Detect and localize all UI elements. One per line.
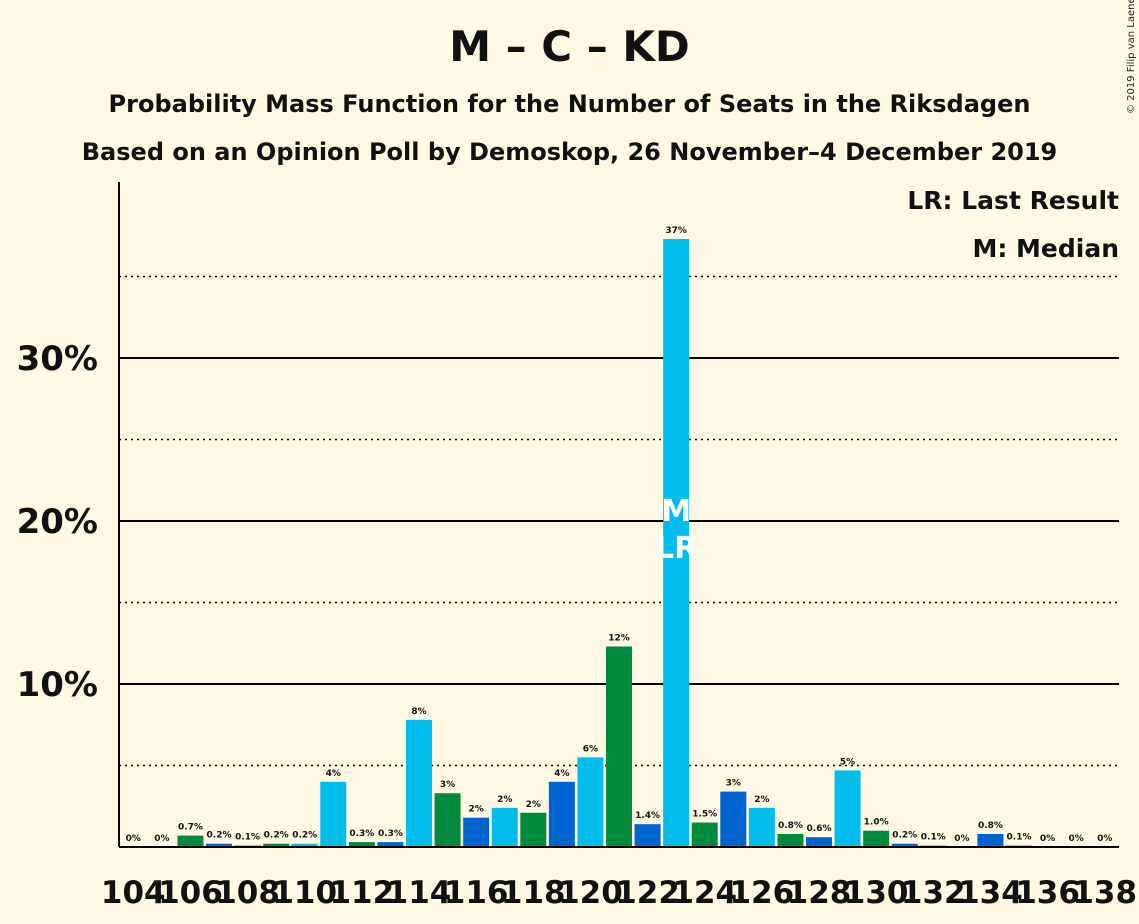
legend-last-result: LR: Last Result: [907, 186, 1119, 215]
bar-seat-112: [348, 842, 375, 847]
bar-value-label: 0.2%: [264, 831, 289, 841]
bar-seat-107: [206, 843, 232, 847]
bar-seat-124: [691, 822, 718, 847]
bar-value-label: 4%: [554, 769, 569, 779]
bar-seat-110: [291, 843, 318, 847]
x-tick-label: 134: [958, 875, 1023, 911]
bar-value-label: 0.1%: [1007, 832, 1032, 842]
x-tick-label: 130: [844, 875, 909, 911]
bar-seat-113: [377, 842, 404, 847]
bar-seat-106: [177, 835, 204, 847]
bar-seat-114: [406, 719, 432, 847]
chart-source-note: Based on an Opinion Poll by Demoskop, 26…: [81, 138, 1058, 166]
bar-seat-118: [520, 812, 547, 847]
bar-value-label: 0.8%: [778, 821, 803, 831]
bar-value-label: 2%: [497, 795, 512, 805]
bar-value-label: 0.2%: [892, 831, 917, 841]
x-tick-label: 106: [158, 875, 223, 911]
bar-value-label: 5%: [840, 757, 855, 767]
bar-value-label: 0.2%: [207, 831, 232, 841]
x-tick-label: 126: [729, 875, 794, 911]
bar-seat-121: [606, 646, 632, 847]
bar-value-label: 0%: [1097, 834, 1112, 844]
y-tick-label: 20%: [17, 502, 98, 542]
bar-value-label: 0.3%: [349, 829, 374, 839]
x-tick-label: 114: [387, 875, 452, 911]
y-tick-label: 30%: [17, 339, 98, 379]
bar-value-label: 3%: [440, 780, 455, 790]
x-tick-label: 124: [672, 875, 737, 911]
bar-seat-122: [634, 824, 661, 847]
x-tick-label: 116: [444, 875, 509, 911]
bar-value-label: 0.1%: [921, 832, 946, 842]
bar-value-label: 1.5%: [692, 810, 717, 820]
y-tick-label: 10%: [17, 665, 98, 705]
bar-value-label: 12%: [608, 634, 630, 644]
x-tick-label: 110: [272, 875, 337, 911]
x-tick-label: 132: [901, 875, 966, 911]
bar-value-label: 0%: [154, 834, 169, 844]
bar-value-label: 37%: [665, 226, 687, 236]
bar-seat-130: [863, 830, 890, 847]
x-tick-label: 118: [501, 875, 566, 911]
x-tick-label: 122: [615, 875, 680, 911]
bar-value-label: 0.7%: [178, 823, 203, 833]
bar-value-label: 6%: [583, 744, 598, 754]
bar-value-label: 2%: [469, 805, 484, 815]
bar-value-label: 0%: [1069, 834, 1084, 844]
last-result-marker: LR: [655, 531, 697, 566]
bar-seat-111: [320, 781, 347, 847]
bar-seat-128: [806, 837, 832, 847]
x-tick-label: 120: [558, 875, 623, 911]
median-marker: M: [661, 494, 691, 529]
bar-value-label: 0%: [126, 834, 141, 844]
bar-value-label: 0.6%: [807, 824, 832, 834]
bar-seat-131: [891, 843, 918, 847]
bar-seat-127: [777, 833, 804, 847]
bar-seat-123: [663, 239, 690, 847]
x-tick-label: 104: [101, 875, 166, 911]
x-tick-label: 128: [787, 875, 852, 911]
x-tick-label: 136: [1015, 875, 1080, 911]
chart-subtitle: Probability Mass Function for the Number…: [108, 90, 1031, 118]
x-tick-label: 112: [329, 875, 394, 911]
bar-value-label: 1.4%: [635, 811, 660, 821]
bar-value-label: 0%: [954, 834, 969, 844]
bar-value-label: 0%: [1040, 834, 1055, 844]
bar-value-label: 0.8%: [978, 821, 1003, 831]
bar-value-label: 3%: [726, 779, 741, 789]
bar-value-label: 2%: [754, 795, 769, 805]
bar-seat-125: [720, 791, 747, 847]
bar-seat-126: [748, 807, 775, 847]
legend-median: M: Median: [972, 234, 1119, 263]
x-tick-label: 108: [215, 875, 280, 911]
bar-value-label: 0.2%: [292, 831, 317, 841]
bar-seat-117: [491, 807, 518, 847]
bar-value-label: 2%: [526, 800, 541, 810]
chart-title: M – C – KD: [449, 22, 690, 71]
bar-seat-120: [577, 757, 604, 847]
bar-seat-129: [834, 770, 861, 847]
bar-value-label: 4%: [326, 769, 341, 779]
x-tick-label: 138: [1072, 875, 1137, 911]
bar-seat-109: [263, 843, 290, 847]
bar-value-label: 0.1%: [235, 832, 260, 842]
bar-seat-115: [434, 793, 461, 847]
bar-seat-119: [548, 781, 575, 847]
bar-seat-116: [463, 817, 490, 847]
bar-seat-134: [977, 833, 1004, 847]
bar-value-label: 0.3%: [378, 829, 403, 839]
bar-value-label: 1.0%: [864, 818, 889, 828]
bar-value-label: 8%: [411, 707, 426, 717]
